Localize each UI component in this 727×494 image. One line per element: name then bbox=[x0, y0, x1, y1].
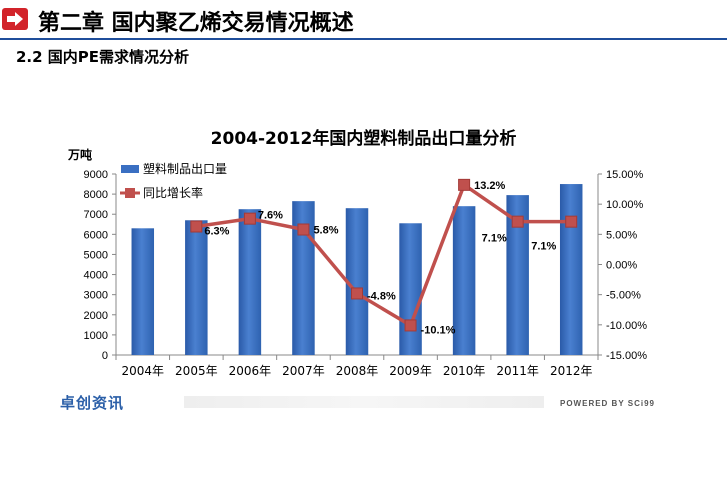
y-right-tick-label: -10.00% bbox=[606, 320, 647, 332]
y-right-tick-label: -5.00% bbox=[606, 290, 641, 302]
x-tick-label: 2004年 bbox=[122, 364, 165, 378]
growth-rate-marker bbox=[243, 212, 256, 225]
y-right-tick-label: 15.00% bbox=[606, 169, 644, 181]
growth-rate-marker bbox=[404, 319, 417, 332]
bar-export-volume bbox=[131, 228, 155, 355]
x-tick-label: 2006年 bbox=[229, 364, 272, 378]
y-left-tick-label: 9000 bbox=[84, 169, 108, 181]
y-left-tick-label: 2000 bbox=[84, 310, 108, 322]
growth-rate-marker bbox=[351, 287, 363, 300]
y-left-tick-label: 7000 bbox=[84, 209, 108, 221]
growth-rate-label: -4.8% bbox=[367, 290, 396, 302]
y-right-tick-label: 5.00% bbox=[606, 229, 637, 241]
growth-rate-label: 5.8% bbox=[313, 225, 338, 237]
legend-line-marker bbox=[125, 188, 135, 198]
growth-rate-marker bbox=[297, 223, 310, 236]
legend-bar-label: 塑料制品出口量 bbox=[143, 161, 227, 176]
y-axis-unit: 万吨 bbox=[68, 148, 93, 162]
x-tick-label: 2009年 bbox=[389, 364, 432, 378]
x-tick-label: 2005年 bbox=[175, 364, 218, 378]
bar-export-volume bbox=[452, 206, 476, 355]
chapter-title: 第二章 国内聚乙烯交易情况概述 bbox=[38, 11, 354, 36]
x-tick-label: 2008年 bbox=[336, 364, 379, 378]
y-right-tick-label: -15.00% bbox=[606, 350, 647, 362]
powered-by-text: POWERED BY SCi99 bbox=[560, 399, 655, 408]
x-tick-label: 2011年 bbox=[496, 364, 539, 378]
y-left-tick-label: 5000 bbox=[84, 249, 108, 261]
bar-export-volume bbox=[506, 195, 529, 355]
section-title: 2.2 国内PE需求情况分析 bbox=[16, 48, 190, 66]
line-growth-rate bbox=[196, 182, 572, 329]
bar-export-volume bbox=[185, 220, 208, 355]
y-right-tick-label: 10.00% bbox=[606, 199, 644, 211]
growth-rate-label: 7.1% bbox=[531, 241, 556, 253]
y-right-tick-label: 0.00% bbox=[606, 260, 637, 272]
y-left-tick-label: 1000 bbox=[84, 330, 108, 342]
growth-rate-marker bbox=[190, 220, 203, 233]
y-left-tick-label: 0 bbox=[102, 350, 108, 362]
bar-export-volume bbox=[292, 201, 315, 355]
page-header: 第二章 国内聚乙烯交易情况概述 bbox=[0, 0, 727, 40]
legend-bar-swatch bbox=[121, 165, 139, 173]
y-left-tick-label: 4000 bbox=[84, 270, 108, 282]
growth-rate-label: 7.1% bbox=[482, 233, 507, 245]
footer-bar bbox=[184, 396, 544, 408]
y-left-tick-label: 8000 bbox=[84, 189, 108, 201]
x-tick-label: 2007年 bbox=[282, 364, 325, 378]
growth-rate-label: -10.1% bbox=[421, 324, 456, 336]
growth-rate-marker bbox=[565, 215, 578, 228]
header-divider bbox=[0, 38, 727, 40]
bar-export-volume bbox=[238, 209, 262, 355]
bar-export-volume bbox=[399, 223, 422, 355]
bar-export-volume bbox=[345, 208, 369, 355]
growth-rate-marker bbox=[458, 178, 471, 191]
x-tick-label: 2010年 bbox=[443, 364, 486, 378]
growth-rate-label: 7.6% bbox=[258, 210, 283, 222]
y-left-tick-label: 6000 bbox=[84, 229, 108, 241]
bar-export-volume bbox=[559, 184, 583, 355]
arrow-right-icon bbox=[2, 8, 28, 30]
legend-line-label: 同比增长率 bbox=[143, 185, 203, 200]
growth-rate-label: 13.2% bbox=[474, 180, 505, 192]
y-left-tick-label: 3000 bbox=[84, 290, 108, 302]
chart-title: 2004-2012年国内塑料制品出口量分析 bbox=[210, 129, 517, 149]
growth-rate-label: 6.3% bbox=[204, 225, 229, 237]
x-tick-label: 2012年 bbox=[550, 364, 593, 378]
company-logo: 卓创资讯 bbox=[60, 394, 125, 412]
growth-rate-marker bbox=[511, 215, 524, 228]
